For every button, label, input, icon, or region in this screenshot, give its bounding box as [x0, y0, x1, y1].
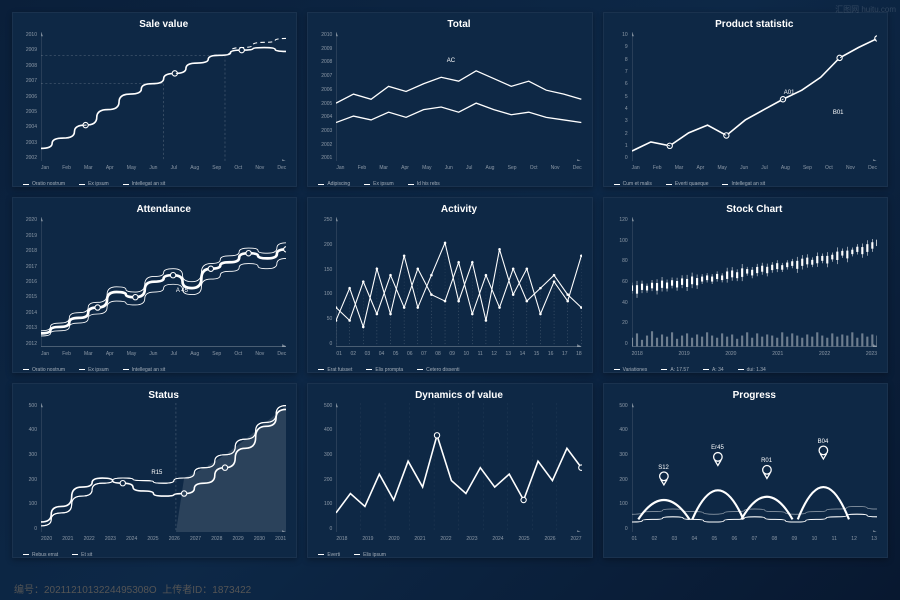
chart-area: 5004003002001000010203040506070809101112…: [632, 403, 877, 532]
chart-area: 202020192018201720162015201420132012JanF…: [41, 217, 286, 346]
x-axis: 201820192020202120222023: [632, 351, 877, 357]
chart-status: Status5004003002001000202020212022202320…: [12, 383, 297, 558]
y-axis: 2010200920082007200620052004200320022001: [312, 32, 332, 161]
chart-title: Sale value: [41, 19, 286, 30]
chart-product-statistic: Product statistic109876543210JanFebMarAp…: [603, 12, 888, 187]
x-axis: JanFebMarAprMayJunJulAugSepOctNovDec: [336, 165, 581, 171]
y-axis: 5004003002001000: [608, 403, 628, 532]
chart-area: 201020092008200720062005200420032002JanF…: [41, 32, 286, 161]
chart-dynamics: Dynamics of value50040030020010002018201…: [307, 383, 592, 558]
x-axis: 01020304050607080910111213: [632, 536, 877, 542]
y-axis: 250200150100500: [312, 217, 332, 346]
y-axis: 201020092008200720062005200420032002: [17, 32, 37, 161]
x-axis: 2018201920202021202220232024202520262027: [336, 536, 581, 542]
x-axis: 2020202120222023202420252026202720282029…: [41, 536, 286, 542]
legend: AdipiscingEx ipsumId his rebs: [318, 181, 581, 187]
legend: Cum et malisEverti quaequeIntellegat an …: [614, 181, 877, 187]
legend: Erat fuissetElis promptaCetero dissenti: [318, 367, 581, 373]
chart-area: 2502001501005000102030405060708091011121…: [336, 217, 581, 346]
chart-area: 5004003002001000202020212022202320242025…: [41, 403, 286, 532]
chart-title: Total: [336, 19, 581, 30]
annotation: B01: [833, 110, 844, 116]
legend: Oratio nostrumEx ipsumIntellegat an sit: [23, 367, 286, 373]
legend: EvertiElis ipsum: [318, 552, 581, 558]
chart-title: Progress: [632, 390, 877, 401]
chart-activity: Activity25020015010050001020304050607080…: [307, 197, 592, 372]
chart-title: Dynamics of value: [336, 390, 581, 401]
chart-title: Product statistic: [632, 19, 877, 30]
chart-progress: Progress50040030020010000102030405060708…: [603, 383, 888, 558]
x-axis: JanFebMarAprMayJunJulAugSepOctNovDec: [632, 165, 877, 171]
x-axis: 010203040506070809101112131415161718: [336, 351, 581, 357]
legend: Oratio nostrumEx ipsumIntellegat an sit: [23, 181, 286, 187]
y-axis: 120100806040200: [608, 217, 628, 346]
chart-area: 120100806040200201820192020202120222023: [632, 217, 877, 346]
footer-meta: 编号：2021121013224495308O 上传者ID：1873422: [14, 581, 251, 596]
chart-title: Activity: [336, 204, 581, 215]
y-axis: 5004003002001000: [312, 403, 332, 532]
x-axis: JanFebMarAprMayJunJulAugSepOctNovDec: [41, 351, 286, 357]
annotation: A01: [784, 90, 795, 96]
chart-area: 5004003002001000201820192020202120222023…: [336, 403, 581, 532]
x-axis: JanFebMarAprMayJunJulAugSepOctNovDec: [41, 165, 286, 171]
legend: VariationesA: 17.57A: 34dui: 1.34: [614, 367, 877, 373]
chart-attendance: Attendance 202020192018201720162015201420…: [12, 197, 297, 372]
legend: Rebus erratEt sit: [23, 552, 286, 558]
chart-title: Stock Chart: [632, 204, 877, 215]
annotation: AC: [447, 58, 455, 64]
y-axis: 109876543210: [608, 32, 628, 161]
y-axis: 5004003002001000: [17, 403, 37, 532]
chart-sale-value: Sale value 201020092008200720062005200420…: [12, 12, 297, 187]
annotation: A 45: [176, 288, 188, 294]
y-axis: 202020192018201720162015201420132012: [17, 217, 37, 346]
chart-title: Attendance: [41, 204, 286, 215]
chart-title: Status: [41, 390, 286, 401]
chart-total: Total 20102009200820072006200520042003200…: [307, 12, 592, 187]
annotation: R15: [151, 470, 162, 476]
chart-area: 2010200920082007200620052004200320022001…: [336, 32, 581, 161]
chart-area: 109876543210JanFebMarAprMayJunJulAugSepO…: [632, 32, 877, 161]
chart-stock-chart: Stock Chart12010080604020020182019202020…: [603, 197, 888, 372]
